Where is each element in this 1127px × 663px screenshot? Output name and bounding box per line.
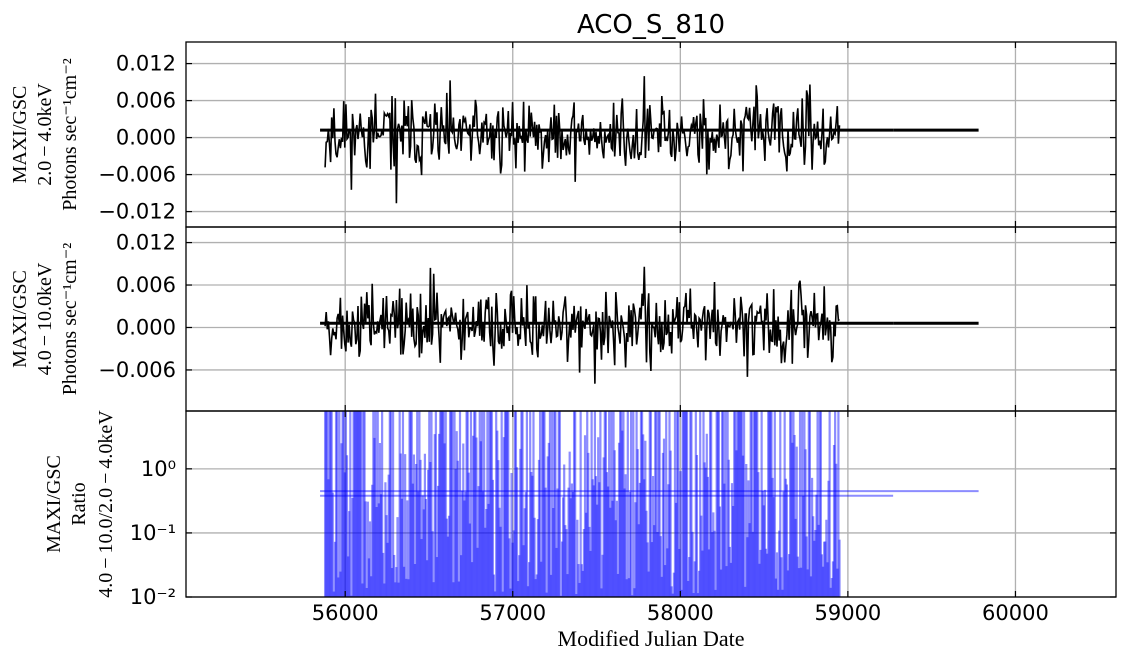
plot-frame — [185, 410, 1117, 598]
x-axis-label: Modified Julian Date — [558, 626, 745, 651]
light-curve-line — [324, 266, 840, 384]
y-tick-label: 10⁰ — [141, 457, 176, 481]
y-tick-label: 0.012 — [116, 231, 176, 255]
y-tick-label: 10⁻¹ — [130, 521, 176, 545]
y-axis-label: 4.0 − 10.0keV — [34, 262, 56, 375]
y-axis-label: Ratio — [68, 482, 90, 525]
data-layer — [320, 411, 979, 597]
y-tick-label: −0.006 — [98, 163, 176, 187]
y-axis-label: MAXI/GSC — [9, 86, 31, 184]
data-layer — [320, 76, 979, 204]
y-tick-label: 10⁻² — [130, 585, 176, 609]
panel-middle: 0.012 0.006 0.000 −0.006 MAXI/GSC 4.0 − 10.0k… — [9, 226, 1117, 412]
y-tick-label: 0.000 — [116, 126, 176, 150]
x-tick-label: 58000 — [647, 601, 714, 625]
x-tick-label: 59000 — [814, 601, 881, 625]
y-axis-label: 2.0 − 4.0keV — [34, 83, 56, 186]
light-curve-line — [324, 76, 841, 204]
chart-title: ACO_S_810 — [577, 10, 725, 40]
x-tick-label: 56000 — [312, 601, 379, 625]
y-tick-label: 0.012 — [116, 52, 176, 76]
x-tick-label: 57000 — [479, 601, 546, 625]
y-axis-label: 4.0 − 10.0/2.0 − 4.0keV — [95, 410, 117, 598]
y-axis-label: MAXI/GSC — [9, 270, 31, 368]
data-layer — [320, 266, 979, 384]
y-tick-label: 0.006 — [116, 89, 176, 113]
panel-top: 0.012 0.006 0.000 −0.006 −0.012 MAXI/GSC 2.0 −… — [9, 41, 1117, 228]
y-tick-label: 0.006 — [116, 273, 176, 297]
y-axis-label: Photons sec⁻¹cm⁻² — [59, 58, 81, 211]
y-axis-label: Photons sec⁻¹cm⁻² — [59, 243, 81, 396]
y-axis-label: MAXI/GSC — [43, 455, 65, 553]
x-tick-label: 60000 — [982, 601, 1049, 625]
y-tick-label: −0.006 — [98, 358, 176, 382]
y-tick-label: −0.012 — [98, 200, 176, 224]
panel-bottom: 10⁰ 10⁻¹ 10⁻² 56000 57000 58000 59000 60000 MAXI… — [43, 410, 1117, 625]
y-tick-label: 0.000 — [116, 315, 176, 339]
